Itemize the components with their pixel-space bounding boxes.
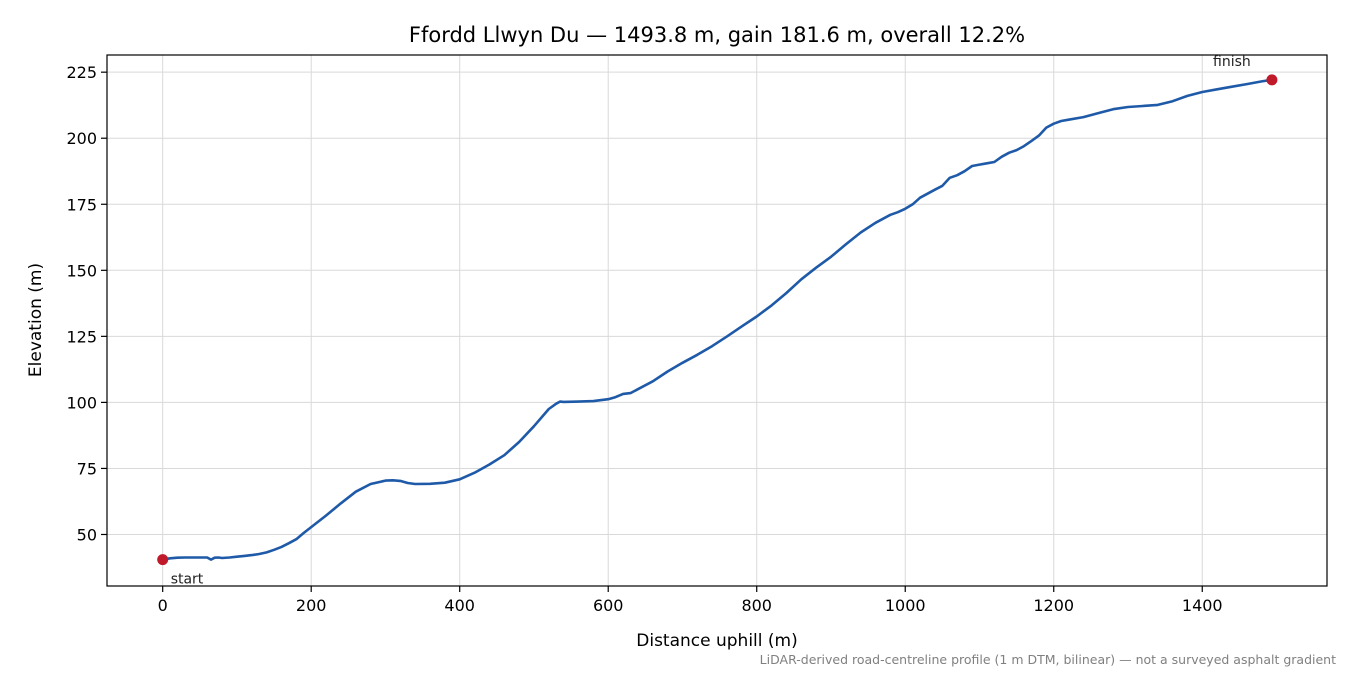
y-tick-label: 225	[66, 63, 97, 82]
y-tick-label: 175	[66, 195, 97, 214]
x-tick-label: 0	[158, 596, 168, 615]
x-tick-label: 1400	[1182, 596, 1223, 615]
y-tick-label: 200	[66, 129, 97, 148]
x-tick-label: 800	[741, 596, 772, 615]
start-marker	[157, 554, 169, 566]
y-tick-label: 50	[77, 525, 97, 544]
x-tick-label: 1000	[885, 596, 926, 615]
y-tick-label: 75	[77, 459, 97, 478]
start-label: start	[171, 572, 204, 588]
route-markers: start finish	[157, 54, 1278, 588]
x-axis-ticks: 0 200 400 600 800 1000 1200 1400	[158, 586, 1223, 615]
y-axis-label: Elevation (m)	[26, 263, 46, 377]
y-axis-ticks: 50 75 100 125 150 175 200 225	[66, 63, 107, 544]
x-tick-label: 400	[444, 596, 475, 615]
plot-area-frame	[106, 54, 1328, 587]
y-tick-label: 125	[66, 327, 97, 346]
gridlines	[107, 55, 1327, 586]
y-tick-label: 100	[66, 393, 97, 412]
x-tick-label: 600	[593, 596, 624, 615]
chart-title: Ffordd Llwyn Du — 1493.8 m, gain 181.6 m…	[409, 23, 1025, 47]
finish-marker	[1266, 74, 1278, 86]
x-tick-label: 1200	[1033, 596, 1074, 615]
x-axis-label: Distance uphill (m)	[636, 631, 797, 651]
x-tick-label: 200	[296, 596, 327, 615]
source-footnote: LiDAR-derived road-centreline profile (1…	[760, 652, 1336, 667]
finish-label: finish	[1213, 54, 1251, 70]
elevation-series-line	[161, 78, 1274, 561]
y-tick-label: 150	[66, 261, 97, 280]
